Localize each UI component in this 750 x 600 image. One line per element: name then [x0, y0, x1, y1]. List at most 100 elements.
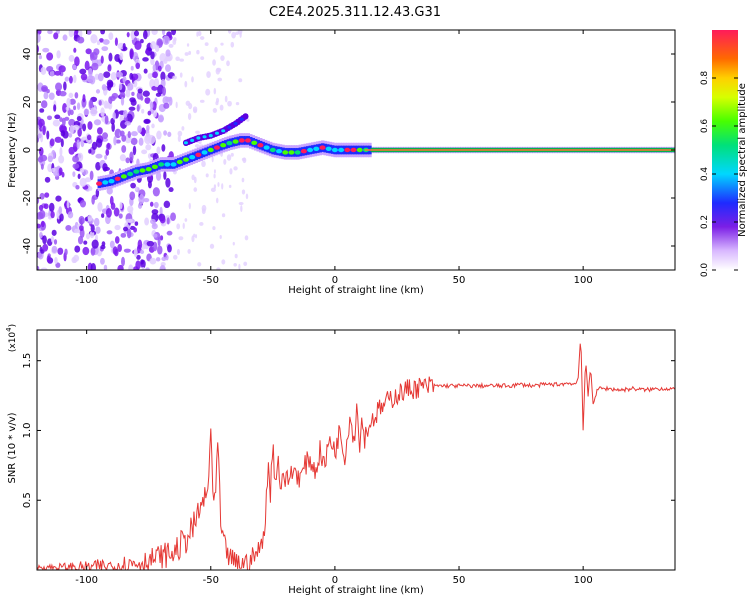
- ridge-core: [257, 143, 264, 148]
- noise-speck: [51, 167, 56, 173]
- noise-speck: [135, 260, 141, 270]
- noise-speck: [235, 31, 239, 35]
- noise-speck: [159, 216, 166, 224]
- noise-speck: [177, 130, 183, 137]
- noise-speck: [217, 182, 220, 187]
- noise-speck: [163, 170, 167, 180]
- noise-speck: [100, 257, 105, 265]
- noise-speck: [68, 92, 74, 99]
- noise-speck: [48, 92, 55, 100]
- noise-speck: [157, 114, 164, 123]
- noise-speck: [42, 235, 47, 245]
- noise-speck: [219, 104, 224, 111]
- noise-speck: [37, 133, 42, 139]
- noise-speck: [38, 204, 44, 211]
- noise-speck: [221, 183, 224, 190]
- noise-speck: [101, 46, 109, 52]
- snr-frame: [36, 329, 676, 571]
- ridge-band: [248, 137, 253, 146]
- noise-speck: [66, 97, 71, 108]
- colorbar: 0.0 0.2 0.4 0.6 0.8 Normalized spectral ampl…: [700, 30, 748, 277]
- noise-speck: [76, 116, 82, 122]
- ridge-core: [120, 174, 127, 179]
- noise-speck: [91, 62, 99, 71]
- noise-speck: [137, 203, 143, 209]
- noise-speck: [178, 236, 184, 241]
- noise-speck: [191, 76, 194, 83]
- noise-speck: [162, 35, 170, 46]
- noise-speck: [74, 56, 80, 67]
- noise-speck: [163, 200, 171, 209]
- noise-speck: [89, 52, 94, 58]
- noise-speck: [219, 234, 222, 239]
- noise-speck: [79, 168, 85, 173]
- noise-speck: [212, 59, 216, 66]
- spectrogram-y-ticks: -40 -20 0 20 40: [22, 48, 675, 254]
- noise-speck: [90, 224, 95, 233]
- noise-speck: [179, 72, 183, 78]
- noise-speck: [177, 135, 181, 143]
- noise-speck: [157, 40, 163, 46]
- noise-speck: [114, 236, 120, 244]
- noise-speck: [149, 201, 154, 207]
- noise-speck: [118, 83, 123, 91]
- noise-speck: [139, 249, 145, 254]
- noise-speck: [101, 213, 105, 218]
- noise-speck: [194, 234, 198, 239]
- ridge-core: [331, 147, 338, 153]
- noise-speck: [238, 78, 243, 83]
- x-tick-label: 0: [332, 575, 338, 586]
- noise-speck: [245, 193, 249, 200]
- noise-speck: [134, 40, 142, 51]
- noise-speck: [59, 213, 64, 222]
- noise-speck: [182, 222, 185, 229]
- noise-speck: [217, 77, 223, 82]
- noise-speck: [130, 65, 134, 71]
- noise-speck: [167, 131, 172, 138]
- noise-speck: [91, 195, 95, 205]
- noise-speck: [75, 185, 80, 190]
- noise-speck: [57, 247, 64, 255]
- noise-speck: [233, 262, 237, 267]
- noise-speck: [156, 146, 161, 155]
- x-tick-label: -50: [203, 275, 219, 286]
- noise-speck: [199, 221, 204, 226]
- noise-speck: [121, 134, 127, 142]
- noise-speck: [239, 31, 242, 38]
- noise-speck: [199, 36, 205, 40]
- noise-speck: [187, 113, 192, 120]
- noise-speck: [59, 146, 63, 157]
- ridge-core: [176, 159, 183, 165]
- noise-speck: [243, 261, 248, 267]
- noise-speck: [79, 200, 87, 208]
- ridge-core: [288, 150, 295, 155]
- noise-speck: [120, 232, 127, 238]
- ridge-band: [199, 149, 203, 159]
- spectrogram-x-ticks: -100 -50 0 50 100: [75, 30, 593, 286]
- noise-speck: [127, 130, 131, 139]
- noise-speck: [196, 49, 200, 55]
- noise-speck: [150, 51, 155, 60]
- y-tick-label: 20: [22, 96, 33, 109]
- ridge-core: [201, 150, 208, 155]
- noise-speck: [98, 99, 102, 106]
- y-tick-label: 0.5: [22, 492, 33, 508]
- noise-speck: [188, 102, 193, 110]
- noise-speck: [64, 76, 70, 82]
- snr-multiplier-label: (x104): [5, 324, 18, 352]
- noise-speck: [42, 243, 49, 252]
- ridge-core: [350, 147, 357, 153]
- noise-speck: [119, 154, 127, 162]
- noise-speck: [77, 36, 85, 44]
- noise-speck: [147, 110, 152, 116]
- ridge-core: [139, 168, 146, 173]
- noise-speck: [65, 106, 70, 111]
- ridge-core: [294, 150, 301, 155]
- noise-speck: [220, 42, 224, 46]
- noise-speck: [155, 171, 162, 181]
- noise-speck: [112, 112, 116, 120]
- noise-speck: [51, 245, 58, 254]
- noise-speck: [72, 171, 76, 177]
- noise-speck: [151, 223, 158, 230]
- noise-speck: [67, 211, 74, 219]
